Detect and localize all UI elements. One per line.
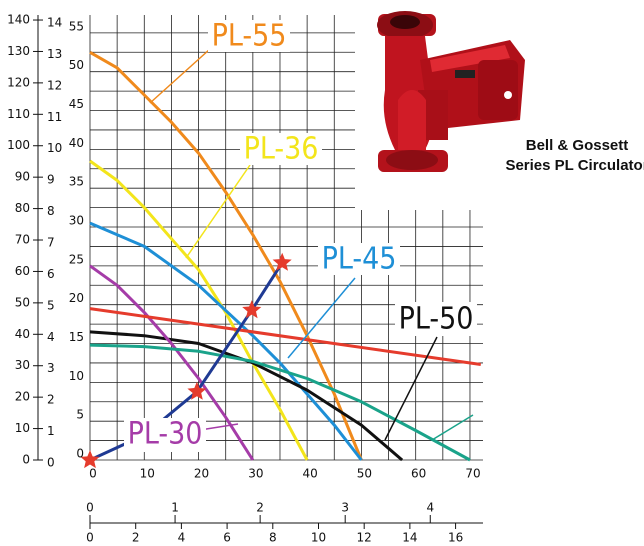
y2-tick-label: 8 <box>47 204 55 218</box>
y2-tick-label: 10 <box>47 141 62 155</box>
star-marker <box>80 450 100 469</box>
axes: 0510152025303540455055010203040506070809… <box>7 13 483 545</box>
curve <box>89 221 363 461</box>
series-labels: PL-55 PL-36 PL-45 PL-50 PL-30 <box>124 19 477 452</box>
x3-tick-label: 10 <box>311 531 326 545</box>
y3-tick-label: 70 <box>15 233 30 247</box>
y3-tick-label: 50 <box>15 295 30 309</box>
star-marker <box>187 381 207 400</box>
x3-tick-label: 0 <box>86 531 94 545</box>
x3-tick-label: 6 <box>223 531 231 545</box>
x-tick-label: 10 <box>140 467 155 481</box>
y2-tick-label: 3 <box>47 361 55 375</box>
pump-image <box>355 0 540 210</box>
x-tick-label: 20 <box>194 467 209 481</box>
y-tick-label: 35 <box>69 175 84 189</box>
y-tick-label: 40 <box>69 136 84 150</box>
y2-tick-label: 9 <box>47 173 55 187</box>
x3-tick-label: 14 <box>402 531 417 545</box>
x3-tick-label: 16 <box>448 531 463 545</box>
y3-tick-label: 60 <box>15 264 30 278</box>
x3-tick-label: 8 <box>269 531 277 545</box>
y-tick-label: 10 <box>69 369 84 383</box>
x-tick-label: 60 <box>411 467 426 481</box>
x3-tick-label: 4 <box>178 531 186 545</box>
x2-tick-label: 0 <box>86 501 94 515</box>
y3-tick-label: 90 <box>15 170 30 184</box>
caption-line: Bell & Gossett <box>526 137 629 154</box>
x3-tick-label: 12 <box>357 531 372 545</box>
x2-tick-label: 2 <box>256 501 264 515</box>
y3-tick-label: 120 <box>7 75 30 89</box>
series-label: PL-55 <box>212 19 287 54</box>
x-tick-label: 50 <box>357 467 372 481</box>
y3-tick-label: 30 <box>15 358 30 372</box>
star-marker <box>272 252 292 271</box>
y2-tick-label: 12 <box>47 78 62 92</box>
y3-tick-label: 0 <box>22 453 30 467</box>
y2-tick-label: 2 <box>47 393 55 407</box>
x3-tick-label: 2 <box>132 531 140 545</box>
y-tick-label: 50 <box>69 58 84 72</box>
y3-tick-label: 80 <box>15 201 30 215</box>
y2-tick-label: 11 <box>47 110 62 124</box>
series-label: PL-30 <box>128 417 203 452</box>
caption-line: Series PL Circulator <box>505 157 644 174</box>
y-tick-label: 0 <box>76 447 84 461</box>
y-tick-label: 45 <box>69 97 84 111</box>
curve <box>89 264 255 461</box>
y-tick-label: 30 <box>69 214 84 228</box>
y2-tick-label: 0 <box>47 456 55 470</box>
series-label: PL-36 <box>244 132 319 167</box>
y2-tick-label: 6 <box>47 267 55 281</box>
y-tick-label: 25 <box>69 252 84 266</box>
curve <box>89 50 363 461</box>
y-tick-label: 5 <box>76 408 84 422</box>
x2-tick-label: 3 <box>341 501 349 515</box>
y-tick-label: 15 <box>69 330 84 344</box>
x-tick-label: 40 <box>302 467 317 481</box>
curve <box>89 159 309 461</box>
curve <box>89 343 471 462</box>
x-tick-label: 30 <box>248 467 263 481</box>
y3-tick-label: 40 <box>15 327 30 341</box>
series-label: PL-50 <box>399 302 474 337</box>
y3-tick-label: 140 <box>7 13 30 27</box>
y3-tick-label: 110 <box>7 107 30 121</box>
y-tick-label: 20 <box>69 291 84 305</box>
y2-tick-label: 7 <box>47 236 55 250</box>
x-tick-label: 0 <box>89 467 97 481</box>
series-label: PL-45 <box>322 242 397 277</box>
y2-tick-label: 13 <box>47 47 62 61</box>
y2-tick-label: 14 <box>47 16 62 30</box>
x2-tick-label: 1 <box>171 501 179 515</box>
y3-tick-label: 10 <box>15 421 30 435</box>
x2-tick-label: 4 <box>426 501 434 515</box>
y3-tick-label: 130 <box>7 44 30 58</box>
y3-tick-label: 20 <box>15 390 30 404</box>
y2-tick-label: 5 <box>47 298 55 312</box>
y-tick-label: 55 <box>69 19 84 33</box>
star-marker <box>242 300 262 319</box>
y2-tick-label: 1 <box>47 424 55 438</box>
x-tick-label: 70 <box>465 467 480 481</box>
curve <box>89 307 482 366</box>
y2-tick-label: 4 <box>47 330 55 344</box>
y3-tick-label: 100 <box>7 138 30 152</box>
